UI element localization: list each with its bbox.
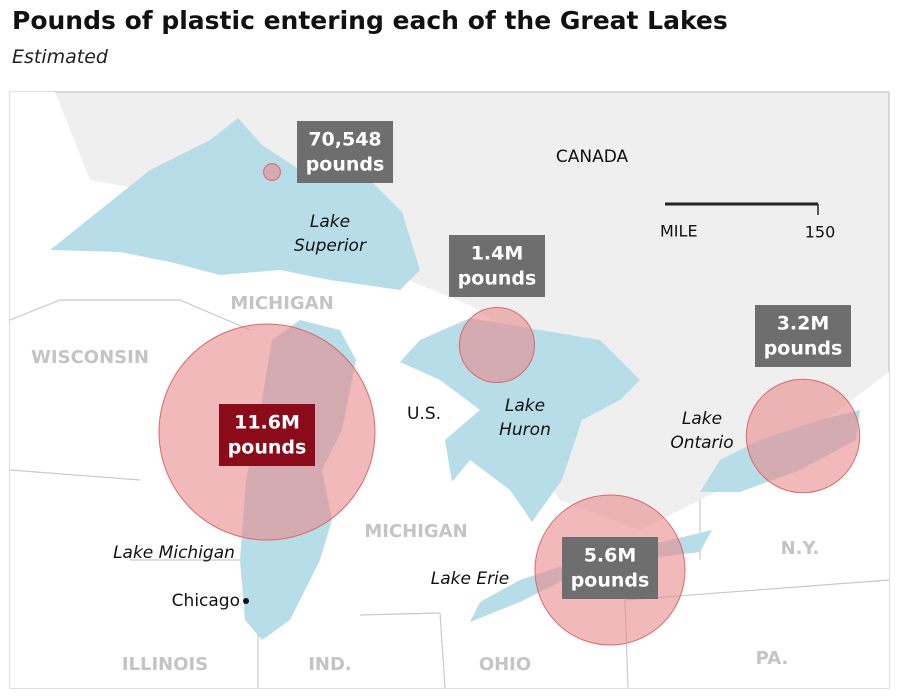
value-box <box>449 235 545 297</box>
value-label: pounds <box>306 154 385 176</box>
region-label: N.Y. <box>781 538 820 559</box>
value-box <box>562 537 658 599</box>
region-label: MICHIGAN <box>364 521 467 542</box>
lake-label: Lake <box>505 396 545 416</box>
scale-unit: MILE <box>660 222 698 241</box>
region-label: CANADA <box>556 147 629 167</box>
scale-max: 150 <box>805 223 836 242</box>
border <box>9 469 141 481</box>
lake-huron <box>400 318 640 522</box>
value-label: 3.2M <box>777 313 830 335</box>
lake-superior <box>50 118 420 290</box>
region-label: OHIO <box>479 654 531 675</box>
region-label: U.S. <box>407 404 441 424</box>
lake-label: Lake Erie <box>431 569 510 589</box>
region-label: IND. <box>308 654 352 675</box>
value-label: 1.4M <box>471 243 524 265</box>
region-label: MICHIGAN <box>230 293 333 314</box>
lake-label: Lake Michigan <box>113 543 235 563</box>
value-box <box>297 121 393 183</box>
border <box>9 299 251 331</box>
value-label: pounds <box>764 338 843 360</box>
value-label: 70,548 <box>308 129 381 151</box>
value-label: pounds <box>571 570 650 592</box>
value-box <box>219 404 315 466</box>
value-label: pounds <box>228 437 307 459</box>
city-dot <box>243 598 249 604</box>
region-label: ILLINOIS <box>122 654 208 675</box>
value-label: pounds <box>458 268 537 290</box>
region-label: PA. <box>756 648 789 669</box>
region-label: WISCONSIN <box>31 347 149 368</box>
title: Pounds of plastic entering each of the G… <box>12 6 728 35</box>
bubble <box>263 163 281 181</box>
subtitle: Estimated <box>12 46 108 68</box>
bubble <box>458 306 536 384</box>
lake-label: Lake <box>682 409 722 429</box>
border <box>359 612 446 689</box>
lake-label: Huron <box>499 420 551 440</box>
lake-label: Ontario <box>670 433 733 453</box>
bubble <box>745 378 861 494</box>
lake-label: Superior <box>294 236 367 256</box>
value-label: 11.6M <box>234 412 300 434</box>
city-label: Chicago <box>172 591 240 611</box>
lake-label: Lake <box>310 212 350 232</box>
value-label: 5.6M <box>584 545 637 567</box>
value-box <box>755 305 851 367</box>
